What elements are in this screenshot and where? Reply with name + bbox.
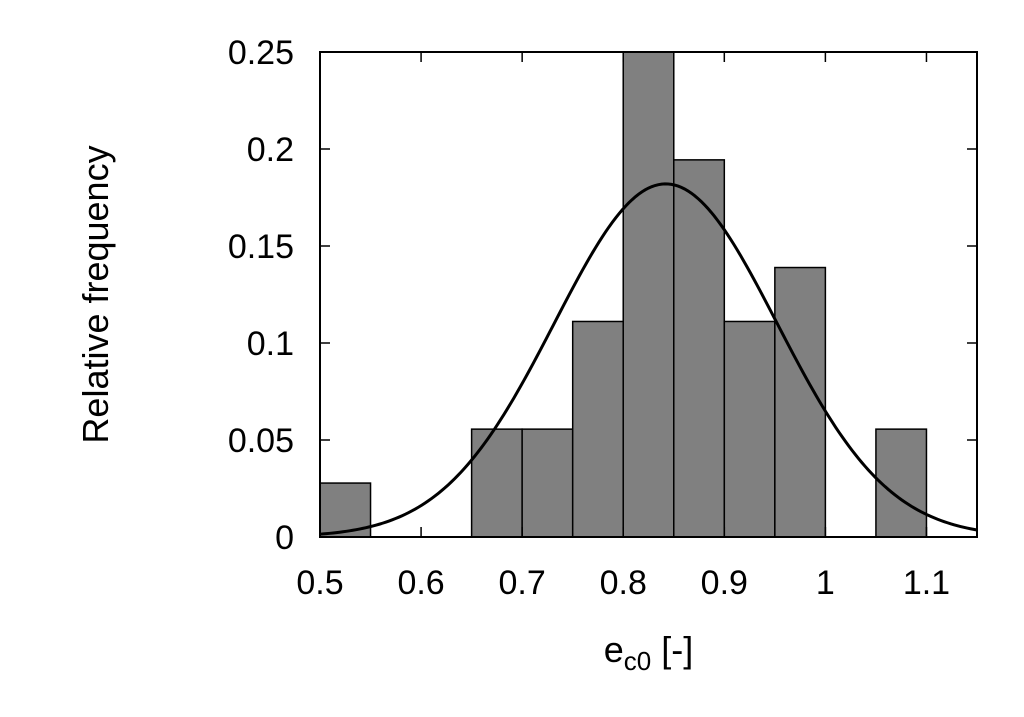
histogram-bar-6 — [723, 320, 776, 538]
y-tick-label: 0.25 — [228, 34, 294, 72]
x-tick-label: 0.7 — [499, 564, 546, 602]
y-tick-label: 0.2 — [247, 131, 294, 169]
y-tick-label: 0.15 — [228, 228, 294, 266]
histogram-bar-4 — [622, 51, 675, 538]
x-tick-label: 1 — [816, 564, 835, 602]
x-tick-label: 0.8 — [600, 564, 647, 602]
histogram-bar-3 — [571, 320, 624, 538]
x-tick-label: 0.6 — [397, 564, 444, 602]
y-tick-label: 0.05 — [228, 422, 294, 460]
histogram-bar-1 — [470, 428, 523, 538]
plot-frame — [319, 51, 978, 538]
histogram-bar-2 — [521, 428, 574, 538]
y-axis-title: Relative frequency — [75, 145, 116, 443]
x-tick-label: 0.9 — [701, 564, 748, 602]
x-axis-title-base: e — [604, 629, 624, 670]
x-tick-label: 0.5 — [296, 564, 343, 602]
bars-layer — [319, 51, 928, 538]
x-axis-title: ec0 [-] — [604, 629, 694, 676]
histogram-bar-7 — [774, 266, 827, 538]
x-axis-title-subscript: c0 — [624, 646, 651, 676]
histogram-bar-5 — [673, 159, 726, 538]
y-tick-label: 0 — [275, 519, 294, 557]
histogram-bar-8 — [875, 428, 928, 538]
y-tick-label: 0.1 — [247, 325, 294, 363]
x-axis-ticks: 0.5 0.6 0.7 0.8 0.9 1 1.1 — [296, 52, 950, 602]
x-tick-label: 1.1 — [903, 564, 950, 602]
x-axis-title-suffix: [-] — [651, 629, 693, 670]
normal-fit-curve — [319, 182, 978, 536]
y-axis-ticks: 0 0.05 0.1 0.15 0.2 0.25 — [228, 34, 977, 557]
